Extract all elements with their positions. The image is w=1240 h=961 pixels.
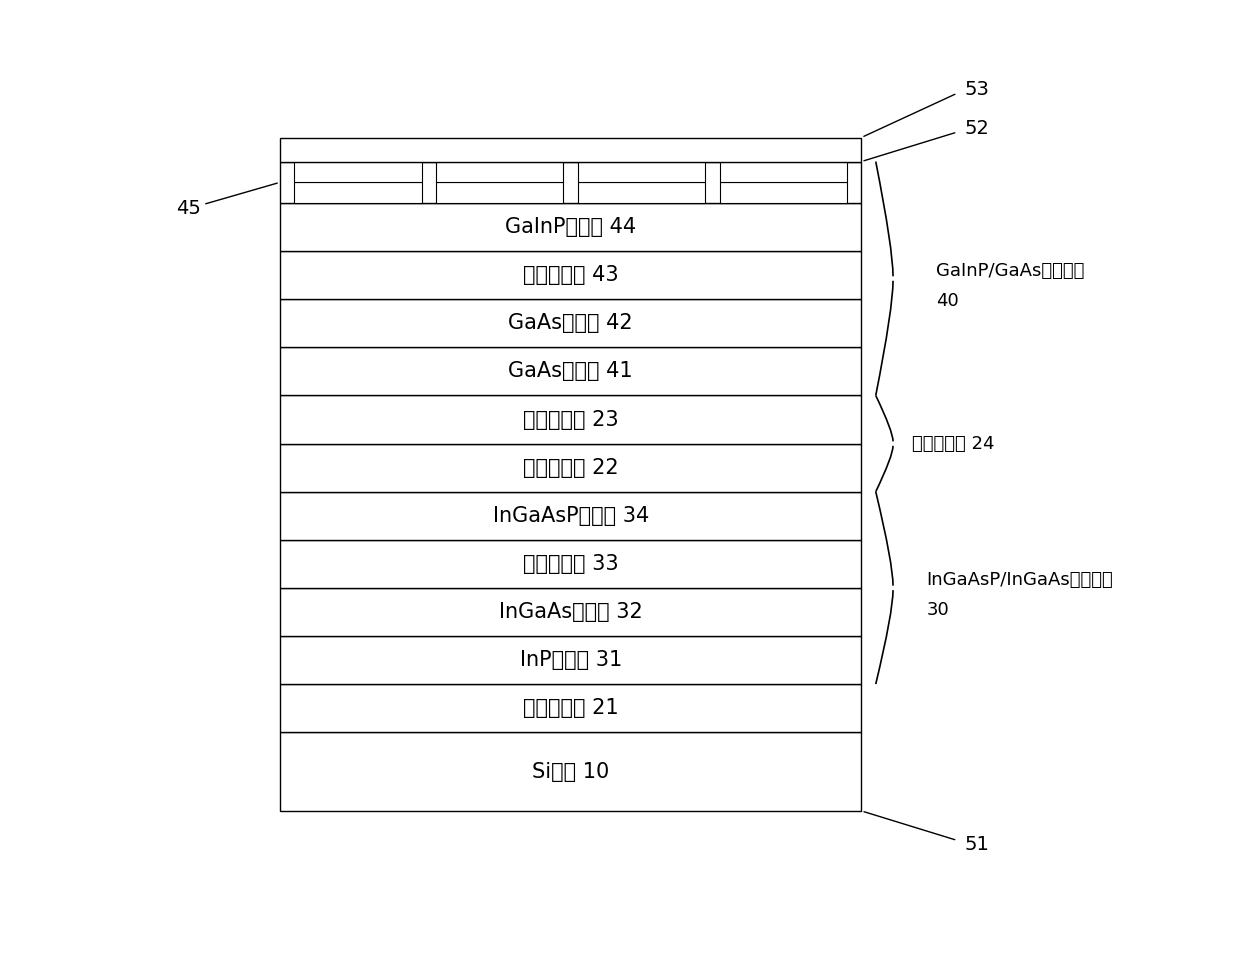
Text: 45: 45 xyxy=(176,199,201,218)
Bar xyxy=(280,299,862,348)
Text: Si衆底 10: Si衆底 10 xyxy=(532,761,609,781)
Bar xyxy=(578,161,706,183)
Bar xyxy=(719,161,847,183)
Text: 第一鄰道结 33: 第一鄰道结 33 xyxy=(523,554,619,574)
Bar xyxy=(280,540,862,588)
Text: 52: 52 xyxy=(965,119,990,137)
Text: InGaAsP/InGaAs双结电池: InGaAsP/InGaAs双结电池 xyxy=(926,572,1114,589)
Bar xyxy=(280,636,862,684)
Text: 51: 51 xyxy=(965,835,990,853)
Bar xyxy=(280,396,862,444)
Text: 30: 30 xyxy=(926,601,950,619)
Text: InGaAs子电池 32: InGaAs子电池 32 xyxy=(498,602,642,622)
Bar xyxy=(436,183,563,203)
Text: GaInP/GaAs双结电池: GaInP/GaAs双结电池 xyxy=(936,262,1085,281)
Bar xyxy=(294,161,422,183)
Bar xyxy=(280,444,862,492)
Text: 53: 53 xyxy=(965,80,990,99)
Bar xyxy=(719,183,847,203)
Bar xyxy=(280,492,862,540)
Text: 第一键合层 21: 第一键合层 21 xyxy=(523,698,619,718)
Bar xyxy=(294,183,422,203)
Bar xyxy=(280,161,862,203)
Text: 第三鄰道结 43: 第三鄰道结 43 xyxy=(523,265,619,285)
Bar xyxy=(280,137,862,161)
Bar xyxy=(436,161,563,183)
Text: GaInP子电池 44: GaInP子电池 44 xyxy=(505,217,636,237)
Bar xyxy=(578,183,706,203)
Text: InP缓冲层 31: InP缓冲层 31 xyxy=(520,650,621,670)
Bar xyxy=(280,348,862,396)
Text: GaAs子电池 42: GaAs子电池 42 xyxy=(508,313,632,333)
Text: 第二隧道结 24: 第二隧道结 24 xyxy=(913,434,994,453)
Text: GaAs缓冲层 41: GaAs缓冲层 41 xyxy=(508,361,632,382)
Text: 第二键合层 22: 第二键合层 22 xyxy=(523,457,619,478)
Bar xyxy=(280,203,862,251)
Text: InGaAsP子电池 34: InGaAsP子电池 34 xyxy=(492,505,649,526)
Bar xyxy=(280,251,862,299)
Text: 40: 40 xyxy=(936,292,959,309)
Text: 第三键合层 23: 第三键合层 23 xyxy=(523,409,619,430)
Bar xyxy=(280,588,862,636)
Bar xyxy=(280,732,862,811)
Bar xyxy=(280,684,862,732)
